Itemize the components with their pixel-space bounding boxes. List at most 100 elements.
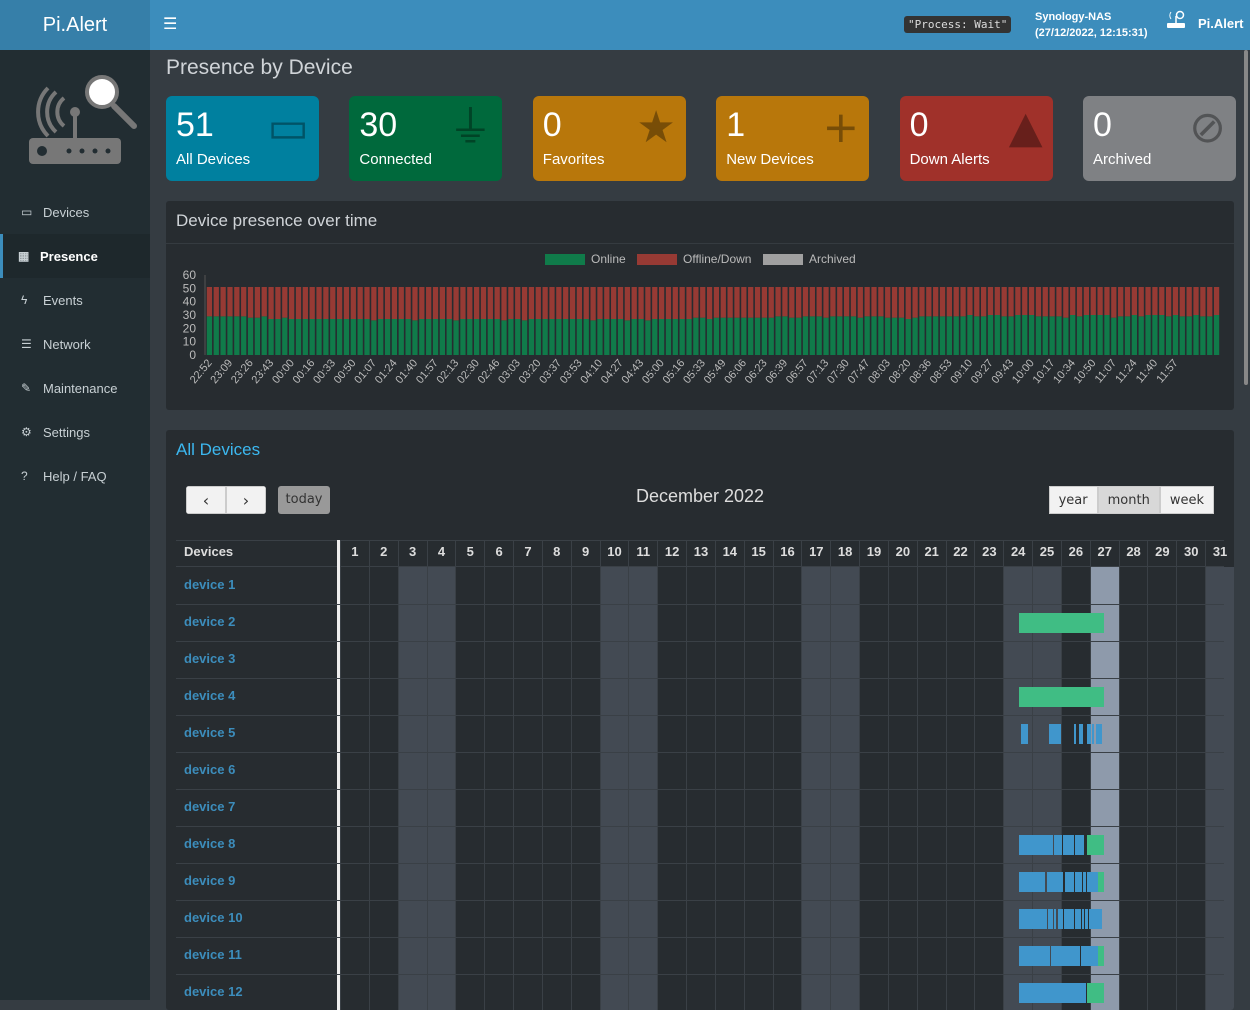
presence-event-event[interactable] xyxy=(1087,724,1092,744)
menu-toggle-icon[interactable]: ☰ xyxy=(163,14,178,33)
router-icon[interactable] xyxy=(1165,10,1187,30)
presence-event-event[interactable] xyxy=(1018,872,1045,892)
user-menu[interactable]: Pi.Alert xyxy=(1198,16,1244,31)
sidebar-item-help[interactable]: ? Help / FAQ xyxy=(0,454,150,498)
day-column xyxy=(830,567,860,1010)
presence-event-event[interactable] xyxy=(1074,724,1077,744)
presence-event-event[interactable] xyxy=(1047,909,1053,929)
prev-month-button[interactable]: ‹ xyxy=(186,486,226,514)
presence-event-event[interactable] xyxy=(1098,909,1100,929)
presence-event-event[interactable] xyxy=(1054,909,1057,929)
bar-offline xyxy=(1104,287,1110,315)
bar-online xyxy=(720,317,726,355)
bar-online xyxy=(282,317,288,355)
device-link[interactable]: device 1 xyxy=(184,577,236,592)
page-scrollbar[interactable] xyxy=(1244,50,1248,385)
bar-offline xyxy=(302,287,308,319)
bar-offline xyxy=(816,287,822,317)
device-link[interactable]: device 5 xyxy=(184,725,236,740)
presence-event-event[interactable] xyxy=(1083,872,1087,892)
x-tick-label: 04:43 xyxy=(619,357,646,386)
today-button[interactable]: today xyxy=(278,486,330,514)
device-link[interactable]: device 7 xyxy=(184,799,236,814)
sidebar-item-settings[interactable]: ⚙ Settings xyxy=(0,410,150,454)
next-month-button[interactable]: › xyxy=(226,486,266,514)
presence-event-event[interactable] xyxy=(1075,835,1085,855)
presence-event-event[interactable] xyxy=(1075,909,1082,929)
bar-offline xyxy=(796,287,802,318)
presence-event-event[interactable] xyxy=(1095,724,1102,744)
app-logo[interactable]: Pi.Alert xyxy=(0,0,150,50)
sidebar-item-devices[interactable]: ▭ Devices xyxy=(0,190,150,234)
presence-event-event[interactable] xyxy=(1087,872,1098,892)
presence-event-event[interactable] xyxy=(1075,872,1083,892)
stat-card-archived[interactable]: 0 Archived ⊘ xyxy=(1083,96,1236,181)
presence-event-event[interactable] xyxy=(1082,909,1085,929)
bar-online xyxy=(227,316,233,355)
presence-event-event[interactable] xyxy=(1065,872,1075,892)
bar-offline xyxy=(837,287,843,317)
bar-offline xyxy=(631,287,637,319)
view-month-button[interactable]: month xyxy=(1097,486,1160,514)
presence-event-event[interactable] xyxy=(1079,724,1084,744)
bar-online xyxy=(1028,315,1035,355)
presence-event-event[interactable] xyxy=(1062,835,1075,855)
presence-event-event[interactable] xyxy=(1018,909,1047,929)
device-link[interactable]: device 2 xyxy=(184,614,236,629)
presence-event-connected[interactable] xyxy=(1087,835,1104,855)
presence-event-event[interactable] xyxy=(1089,909,1098,929)
stat-card-connected[interactable]: 30 Connected ⏚ xyxy=(349,96,503,181)
presence-event-event[interactable] xyxy=(1085,909,1089,929)
presence-event-connected[interactable] xyxy=(1018,613,1104,633)
bar-offline xyxy=(1118,287,1124,317)
device-link[interactable]: device 8 xyxy=(184,836,236,851)
y-tick-label: 10 xyxy=(183,335,197,349)
day-header: 20 xyxy=(887,540,917,567)
presence-event-event[interactable] xyxy=(1046,872,1063,892)
x-tick-label: 05:49 xyxy=(702,357,729,386)
stat-card-new-devices[interactable]: 1 New Devices + xyxy=(716,96,870,181)
day-header: 7 xyxy=(513,540,542,567)
sidebar-item-maintenance[interactable]: ✎ Maintenance xyxy=(0,366,150,410)
presence-event-event[interactable] xyxy=(1092,724,1095,744)
presence-event-event[interactable] xyxy=(1020,724,1028,744)
presence-event-connected[interactable] xyxy=(1087,983,1104,1003)
sidebar-item-presence[interactable]: ▦ Presence xyxy=(0,234,150,278)
view-year-button[interactable]: year xyxy=(1048,486,1098,514)
device-link[interactable]: device 3 xyxy=(184,651,236,666)
bar-online xyxy=(1056,316,1062,355)
stat-card-down-alerts[interactable]: 0 Down Alerts ▲ xyxy=(899,96,1053,181)
presence-event-event[interactable] xyxy=(1018,983,1087,1003)
stat-card-favorites[interactable]: 0 Favorites ★ xyxy=(532,96,686,181)
presence-event-event[interactable] xyxy=(1064,909,1075,929)
bar-online xyxy=(405,319,411,355)
sidebar-item-events[interactable]: ϟ Events xyxy=(0,278,150,322)
device-link[interactable]: device 10 xyxy=(184,910,243,925)
device-link[interactable]: device 4 xyxy=(184,688,236,703)
device-link[interactable]: device 9 xyxy=(184,873,236,888)
bar-offline xyxy=(268,287,274,319)
device-link[interactable]: device 11 xyxy=(184,947,242,962)
bar-online xyxy=(754,317,761,355)
presence-event-connected[interactable] xyxy=(1098,872,1104,892)
bar-offline xyxy=(1111,287,1117,318)
x-tick-label: 11:07 xyxy=(1093,357,1119,385)
presence-event-event[interactable] xyxy=(1058,909,1063,929)
sidebar-item-network[interactable]: ☰ Network xyxy=(0,322,150,366)
presence-event-event[interactable] xyxy=(1054,835,1063,855)
device-link[interactable]: device 12 xyxy=(184,984,243,999)
presence-event-connected[interactable] xyxy=(1098,946,1104,966)
presence-event-event[interactable] xyxy=(1100,909,1103,929)
stat-value: 1 xyxy=(726,106,746,144)
presence-event-connected[interactable] xyxy=(1018,687,1104,707)
presence-event-event[interactable] xyxy=(1081,946,1098,966)
presence-event-event[interactable] xyxy=(1018,835,1053,855)
stat-card-all-devices[interactable]: 51 All Devices ▭ xyxy=(166,96,319,181)
bar-offline xyxy=(1138,287,1144,317)
device-link[interactable]: device 6 xyxy=(184,762,236,777)
presence-event-event[interactable] xyxy=(1048,724,1061,744)
view-week-button[interactable]: week xyxy=(1159,486,1214,514)
presence-event-event[interactable] xyxy=(1050,946,1081,966)
presence-event-event[interactable] xyxy=(1018,946,1050,966)
bar-online xyxy=(843,316,850,355)
